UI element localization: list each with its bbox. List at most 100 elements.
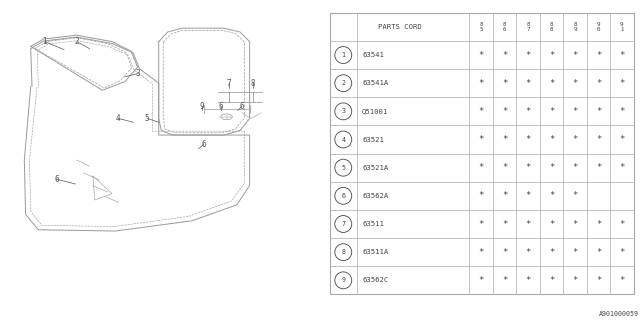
Text: 63511: 63511 <box>362 221 384 227</box>
Text: *: * <box>502 248 508 257</box>
Text: 9: 9 <box>341 277 346 283</box>
Text: *: * <box>502 79 508 88</box>
Text: Q51001: Q51001 <box>362 108 388 114</box>
Text: *: * <box>572 51 578 60</box>
Text: 7: 7 <box>341 221 346 227</box>
Text: *: * <box>596 135 601 144</box>
Text: *: * <box>549 191 554 200</box>
Text: *: * <box>549 51 554 60</box>
Text: *: * <box>619 220 625 228</box>
Text: 8
6: 8 6 <box>503 22 506 32</box>
Text: 63562A: 63562A <box>362 193 388 199</box>
Text: *: * <box>549 276 554 285</box>
Text: 9
0: 9 0 <box>596 22 600 32</box>
Text: *: * <box>525 248 531 257</box>
Text: 1: 1 <box>42 37 47 46</box>
Text: *: * <box>525 107 531 116</box>
Text: *: * <box>549 79 554 88</box>
Text: *: * <box>479 191 484 200</box>
Text: *: * <box>596 51 601 60</box>
Text: 5: 5 <box>145 114 150 123</box>
Text: *: * <box>502 163 508 172</box>
Text: *: * <box>549 107 554 116</box>
Text: *: * <box>502 135 508 144</box>
Text: 3: 3 <box>135 69 140 78</box>
Text: *: * <box>572 79 578 88</box>
Text: *: * <box>619 248 625 257</box>
Text: *: * <box>479 51 484 60</box>
Text: *: * <box>596 163 601 172</box>
Text: *: * <box>479 163 484 172</box>
Text: *: * <box>619 163 625 172</box>
Text: 63511A: 63511A <box>362 249 388 255</box>
Text: 63541A: 63541A <box>362 80 388 86</box>
Text: 8: 8 <box>250 79 255 88</box>
Text: 8
7: 8 7 <box>526 22 530 32</box>
Text: 4: 4 <box>341 137 346 142</box>
Text: *: * <box>525 79 531 88</box>
Text: *: * <box>572 248 578 257</box>
Text: *: * <box>525 135 531 144</box>
Text: 63521A: 63521A <box>362 165 388 171</box>
Text: 4: 4 <box>116 114 121 123</box>
Text: *: * <box>525 220 531 228</box>
Text: 2: 2 <box>74 37 79 46</box>
Text: 8
9: 8 9 <box>573 22 577 32</box>
Bar <box>330 13 634 294</box>
Text: *: * <box>479 248 484 257</box>
Text: *: * <box>479 107 484 116</box>
Text: *: * <box>549 163 554 172</box>
Text: *: * <box>572 220 578 228</box>
Text: 8
8: 8 8 <box>550 22 553 32</box>
Text: *: * <box>596 79 601 88</box>
Text: *: * <box>502 220 508 228</box>
Text: *: * <box>525 51 531 60</box>
Text: 6: 6 <box>341 193 346 199</box>
Text: *: * <box>619 79 625 88</box>
Text: 2: 2 <box>341 80 346 86</box>
Text: *: * <box>479 276 484 285</box>
Text: 6: 6 <box>201 140 206 149</box>
Text: *: * <box>549 135 554 144</box>
Text: *: * <box>502 276 508 285</box>
Text: *: * <box>525 276 531 285</box>
Text: 6: 6 <box>218 102 223 111</box>
Text: *: * <box>502 107 508 116</box>
Text: 9
1: 9 1 <box>620 22 623 32</box>
Text: *: * <box>619 51 625 60</box>
Text: *: * <box>596 107 601 116</box>
Text: *: * <box>479 135 484 144</box>
Text: *: * <box>596 248 601 257</box>
Text: 3: 3 <box>341 108 346 114</box>
Text: *: * <box>619 276 625 285</box>
Text: 8: 8 <box>341 249 346 255</box>
Text: 63562C: 63562C <box>362 277 388 283</box>
Text: *: * <box>549 220 554 228</box>
Text: *: * <box>479 79 484 88</box>
Text: *: * <box>596 276 601 285</box>
Text: *: * <box>502 191 508 200</box>
Text: PARTS CORD: PARTS CORD <box>378 24 421 30</box>
Text: *: * <box>619 107 625 116</box>
Text: 6: 6 <box>239 102 244 111</box>
Text: *: * <box>549 248 554 257</box>
Text: *: * <box>596 220 601 228</box>
Text: 7: 7 <box>227 79 232 88</box>
Text: A901000059: A901000059 <box>599 311 639 317</box>
Text: *: * <box>525 163 531 172</box>
Text: *: * <box>572 107 578 116</box>
Text: *: * <box>572 163 578 172</box>
Text: *: * <box>502 51 508 60</box>
Text: 8
5: 8 5 <box>479 22 483 32</box>
Text: *: * <box>525 191 531 200</box>
Text: 63521: 63521 <box>362 137 384 142</box>
Text: *: * <box>479 220 484 228</box>
Text: *: * <box>572 135 578 144</box>
Text: 6: 6 <box>54 175 59 184</box>
Text: 9: 9 <box>199 102 204 111</box>
Text: *: * <box>572 276 578 285</box>
Text: *: * <box>619 135 625 144</box>
Text: 5: 5 <box>341 165 346 171</box>
Text: *: * <box>572 191 578 200</box>
Text: 1: 1 <box>341 52 346 58</box>
